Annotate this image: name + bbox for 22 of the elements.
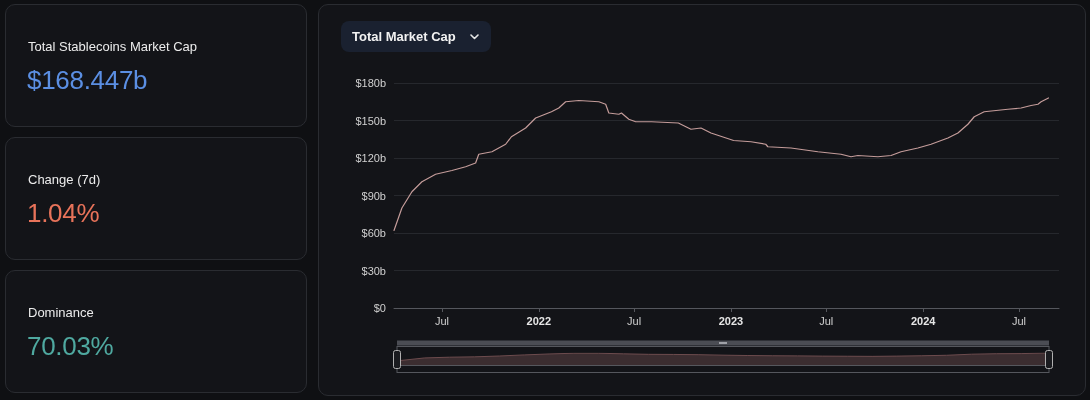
text: Total Stablecoins Market Cap (28, 39, 198, 54)
x-tick-label: Jul (819, 314, 834, 327)
text: $168.447b (27, 65, 148, 96)
text: Change (7d) (28, 172, 101, 187)
x-tick-label: Jul (1011, 314, 1027, 327)
text: 1.04% (27, 198, 100, 229)
x-tick-label: 2023 (718, 314, 744, 327)
y-tick-label: $90b (361, 189, 386, 202)
x-tick-label: 2022 (526, 314, 552, 327)
y-tick-label: $120b (355, 152, 386, 164)
x-tick-label: Jul (434, 314, 449, 327)
y-tick-label: $60b (361, 227, 386, 239)
chart-title: Total Market Cap (352, 29, 456, 44)
y-tick-label: $180b (355, 77, 386, 89)
y-tick-label: $30b (361, 264, 386, 277)
x-tick-label: 2024 (910, 314, 937, 327)
y-tick-label: $150b (355, 114, 386, 127)
y-tick-label: $0 (373, 302, 386, 314)
x-tick-label: Jul (627, 314, 642, 327)
text: 70.03% (27, 331, 114, 362)
text: Dominance (28, 305, 94, 320)
line-series (393, 97, 1050, 232)
